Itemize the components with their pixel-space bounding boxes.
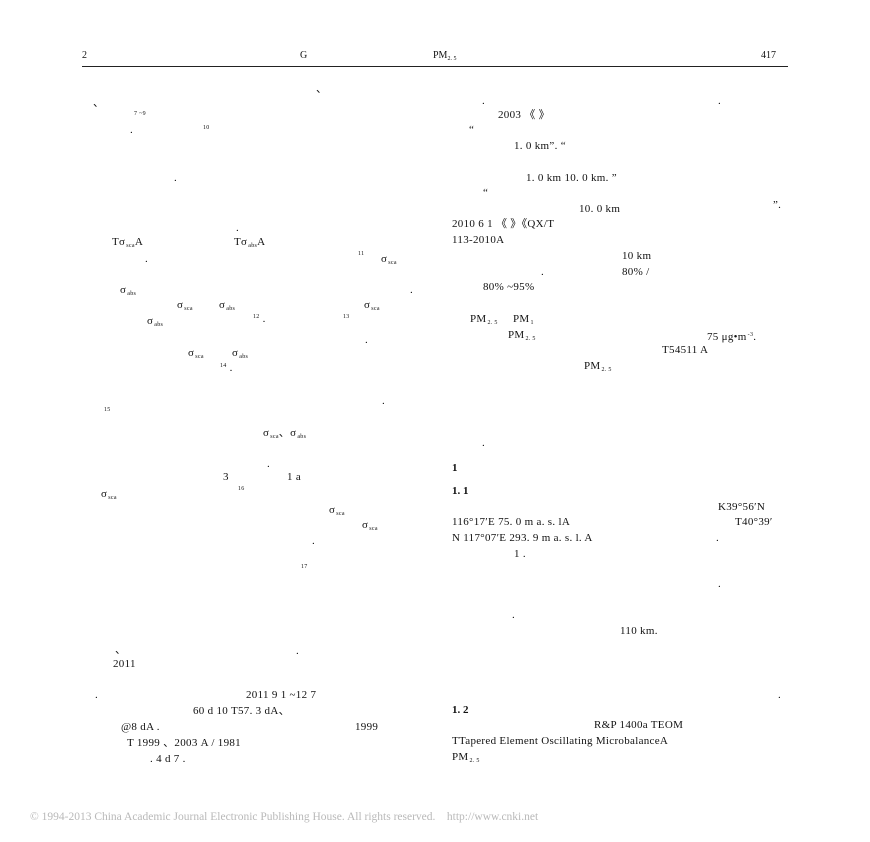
cnki-link[interactable]: http://www.cnki.net <box>446 811 539 823</box>
sigma-abs: σabs <box>219 299 236 312</box>
sigma-sca: σsca <box>101 488 117 501</box>
citation-11: 11 <box>358 251 365 257</box>
t-sigma-abs: TσabsA <box>234 236 266 249</box>
sigma-sca: σsca <box>381 253 397 266</box>
sigma-sca-abs: σsca、σabs <box>263 427 307 440</box>
standard-2003-line: 2003 《 》 <box>498 109 550 121</box>
sigma-sca: σsca <box>177 299 193 312</box>
header-page-number: 417 <box>761 50 776 61</box>
instrument-line: R&P 1400a TEOM <box>594 719 684 731</box>
text-fragment: . <box>382 395 386 407</box>
pm25-label: PM2. 5 <box>508 329 536 342</box>
copyright-footer: © 1994-2013 China Academic Journal Elect… <box>30 811 539 823</box>
text-line: @8 dA . <box>121 721 160 733</box>
text-fragment: . <box>778 689 782 701</box>
text-fragment: . <box>174 172 178 184</box>
text-fragment: . <box>236 222 240 234</box>
text-fragment: 、 <box>316 83 328 95</box>
citation-12: 12 . <box>253 313 266 325</box>
text-fragment: . <box>267 458 271 470</box>
standard-t54511: T54511 A <box>662 344 709 356</box>
sigma-abs: σabs <box>232 347 249 360</box>
pm25-label: PM2. 5 <box>584 360 612 373</box>
text-fragment: . <box>312 535 316 547</box>
citation-16: 16 <box>238 486 245 492</box>
visibility-10km-b: 10 km <box>622 250 652 262</box>
year-1999: 1999 <box>355 721 379 733</box>
header-letter: G <box>300 50 308 61</box>
text-line: . 4 d 7 . <box>150 753 186 765</box>
humidity-range: 80% ~95% <box>483 281 535 293</box>
text-fragment: . <box>716 532 720 544</box>
citation-7-9: 7 ~9 <box>134 111 146 117</box>
sigma-abs: σabs <box>147 315 164 328</box>
standard-code: 113-2010A <box>452 234 505 246</box>
text-fragment: ”. <box>773 199 782 211</box>
sigma-sca: σsca <box>188 347 204 360</box>
sigma-sca: σsca <box>362 519 378 532</box>
text-fragment: . <box>512 609 516 621</box>
text-fragment: . <box>410 284 414 296</box>
site-latitude: K39°56′N <box>718 501 766 513</box>
site-coordinates-1: 116°17′E 75. 0 m a. s. lA <box>452 516 571 528</box>
text-fragment: “ <box>483 187 489 199</box>
text-fragment: . <box>718 578 722 590</box>
figure-ref: 1 . <box>514 548 526 560</box>
text-fragment: “ <box>469 124 475 136</box>
one-year: 1 a <box>287 471 302 483</box>
text-fragment: . <box>541 266 545 278</box>
citation-13: 13 <box>343 314 350 320</box>
standard-2010-line: 2010 6 1 《 》《QX/T <box>452 218 555 230</box>
header-pm-label: PM2. 5 <box>433 50 457 62</box>
citation-14: 14 . <box>220 362 233 374</box>
section-heading-1-2: 1. 2 <box>452 704 469 716</box>
text-fragment: . <box>482 437 486 449</box>
text-fragment: . <box>95 689 99 701</box>
header-rule <box>82 66 788 67</box>
years-line: T 1999 、2003 A / 1981 <box>127 737 241 749</box>
pm25-standard-value: 75 μg•m-3. <box>707 331 757 343</box>
date-range-line: 2011 9 1 ~12 7 <box>246 689 317 701</box>
text-fragment: . <box>365 334 369 346</box>
site-coordinates-2: N 117°07′E 293. 9 m a. s. l. A <box>452 532 593 544</box>
distance-110km: 110 km. <box>620 625 658 637</box>
citation-10: 10 <box>203 125 210 131</box>
text-fragment: 、 <box>93 97 105 109</box>
sigma-sca: σsca <box>329 504 345 517</box>
section-heading-1: 1 <box>452 462 458 474</box>
visibility-range-line: 1. 0 km 10. 0 km. ” <box>526 172 617 184</box>
text-fragment: . <box>145 253 149 265</box>
sigma-sca: σsca <box>364 299 380 312</box>
site-latitude-2: T40°39′ <box>735 516 773 528</box>
citation-15: 15 <box>104 407 111 413</box>
text-fragment: . <box>482 95 486 107</box>
t-sigma-sca: TσscaA <box>112 236 144 249</box>
teom-name: TTapered Element Oscillating Microbalanc… <box>452 735 669 747</box>
visibility-10km: 10. 0 km <box>579 203 621 215</box>
citation-17: 17 <box>301 564 308 570</box>
header-journal-number: 2 <box>82 50 87 61</box>
duration-line: 60 d 10 T57. 3 dA、 <box>193 705 290 717</box>
section-heading-1-1: 1. 1 <box>452 485 469 497</box>
text-fragment: 、 <box>115 644 127 656</box>
text-fragment: . <box>296 645 300 657</box>
humidity-80: 80% / <box>622 266 650 278</box>
pm-labels: PM2. 5 PM1 <box>470 313 534 326</box>
text-fragment: . <box>130 124 134 136</box>
text-fragment: . <box>718 95 722 107</box>
pm25-label: PM2. 5 <box>452 751 480 764</box>
number-three: 3 <box>223 471 229 483</box>
sigma-abs: σabs <box>120 284 137 297</box>
visibility-1km-line: 1. 0 km”. “ <box>514 140 566 152</box>
year-2011: 2011 <box>113 658 136 670</box>
